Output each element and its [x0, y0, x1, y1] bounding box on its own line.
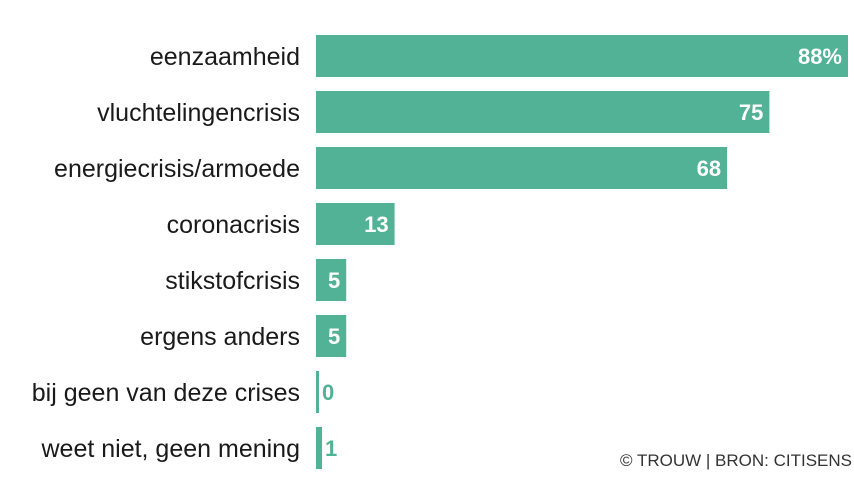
bar: [316, 259, 347, 301]
category-label: eenzaamheid: [150, 43, 300, 71]
source-credit: © TROUW | BRON: CITISENS: [620, 451, 852, 470]
value-label: 5: [328, 324, 340, 349]
value-label: 68: [697, 156, 721, 181]
bars-group: eenzaamheid 88% vluchtelingencrisis 75 energ…: [32, 35, 848, 469]
bar: [316, 147, 728, 189]
category-label: weet niet, geen mening: [40, 435, 300, 463]
category-label: ergens anders: [140, 323, 300, 351]
category-label: coronacrisis: [167, 211, 300, 239]
category-label: energiecrisis/armoede: [54, 155, 300, 183]
value-label: 5: [328, 268, 340, 293]
value-label: 13: [364, 212, 388, 237]
bar: [316, 203, 395, 245]
value-label: 75: [739, 100, 763, 125]
bar: [316, 371, 319, 413]
value-label: 88%: [798, 44, 842, 69]
value-label: 0: [322, 380, 334, 405]
category-label: vluchtelingencrisis: [97, 99, 300, 127]
bar: [316, 35, 848, 77]
bar: [316, 315, 347, 357]
value-label: 1: [325, 436, 337, 461]
bar: [316, 91, 770, 133]
category-label: bij geen van deze crises: [32, 379, 300, 407]
category-label: stikstofcrisis: [165, 267, 300, 295]
bar: [316, 427, 323, 469]
